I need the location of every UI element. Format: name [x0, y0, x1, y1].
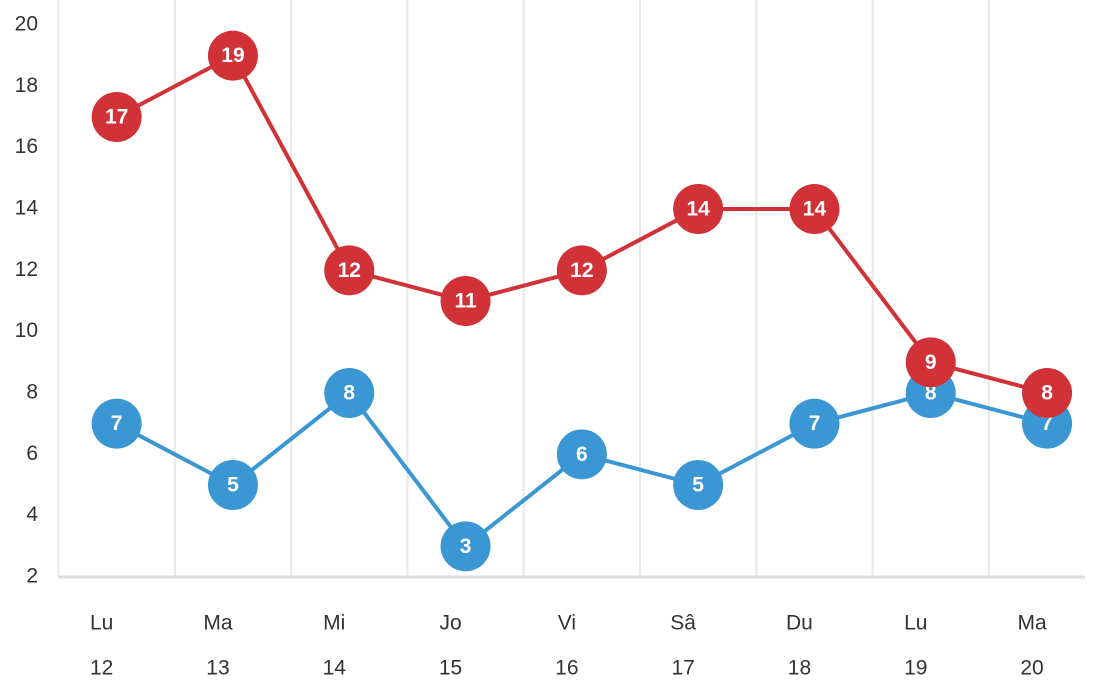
data-point [440, 276, 491, 326]
x-tick-label: 18 [788, 657, 811, 680]
data-label: 12 [570, 259, 593, 282]
data-point [673, 460, 724, 510]
x-tick-label: 17 [671, 657, 694, 680]
series-line [115, 52, 1048, 395]
x-tick-label: 12 [90, 657, 113, 680]
y-tick-label: 4 [26, 503, 38, 526]
data-point [440, 521, 491, 572]
data-point [91, 92, 142, 142]
data-label: 8 [343, 382, 355, 405]
x-tick-label: 16 [555, 657, 578, 680]
data-label: 14 [686, 198, 710, 221]
data-point [207, 30, 258, 81]
data-label: 17 [105, 106, 128, 129]
y-tick-label: 8 [26, 381, 38, 404]
data-label: 7 [111, 412, 123, 435]
x-tick-label: Lu [904, 612, 927, 635]
data-point [324, 368, 375, 418]
data-label: 5 [227, 474, 239, 497]
data-label: 3 [460, 535, 472, 558]
data-label: 14 [803, 198, 827, 221]
data-label: 8 [925, 382, 937, 405]
x-tick-label: 13 [206, 657, 229, 680]
x-tick-label: Jo [439, 612, 461, 635]
x-tick-label: Ma [203, 612, 232, 635]
x-tick-label: Sâ [670, 612, 696, 635]
x-tick-label: Mi [323, 612, 345, 635]
y-tick-label: 18 [15, 74, 38, 97]
y-tick-label: 20 [15, 13, 38, 36]
x-tick-label: Vi [558, 612, 576, 635]
data-label: 5 [692, 474, 704, 497]
x-tick-label: 19 [904, 657, 927, 680]
data-label: 7 [809, 412, 821, 435]
x-tick-label: 15 [439, 657, 462, 680]
data-label: 6 [576, 443, 588, 466]
data-point [789, 398, 840, 449]
x-tick-label: 20 [1020, 657, 1043, 680]
data-label: 19 [221, 44, 244, 67]
x-tick-label: Du [786, 612, 813, 635]
data-point [556, 429, 607, 480]
data-label: 9 [925, 351, 937, 374]
x-tick-label: Ma [1017, 612, 1046, 635]
data-point [207, 460, 258, 510]
y-tick-label: 6 [26, 442, 38, 465]
data-point [1022, 368, 1073, 418]
data-label: 7 [1041, 412, 1053, 435]
y-tick-label: 14 [15, 197, 39, 220]
data-point [556, 245, 607, 296]
data-point [673, 184, 724, 234]
data-label: 8 [1041, 382, 1053, 405]
data-point [91, 398, 142, 449]
data-label: 12 [338, 259, 361, 282]
x-tick-label: 14 [323, 657, 347, 680]
data-point [324, 245, 375, 296]
y-tick-label: 12 [15, 258, 38, 281]
x-tick-label: Lu [90, 612, 113, 635]
y-tick-label: 10 [15, 319, 38, 342]
data-point [789, 184, 840, 234]
y-tick-label: 16 [15, 135, 38, 158]
data-label: 11 [454, 290, 477, 313]
data-point [905, 337, 956, 388]
y-tick-label: 2 [26, 565, 38, 588]
